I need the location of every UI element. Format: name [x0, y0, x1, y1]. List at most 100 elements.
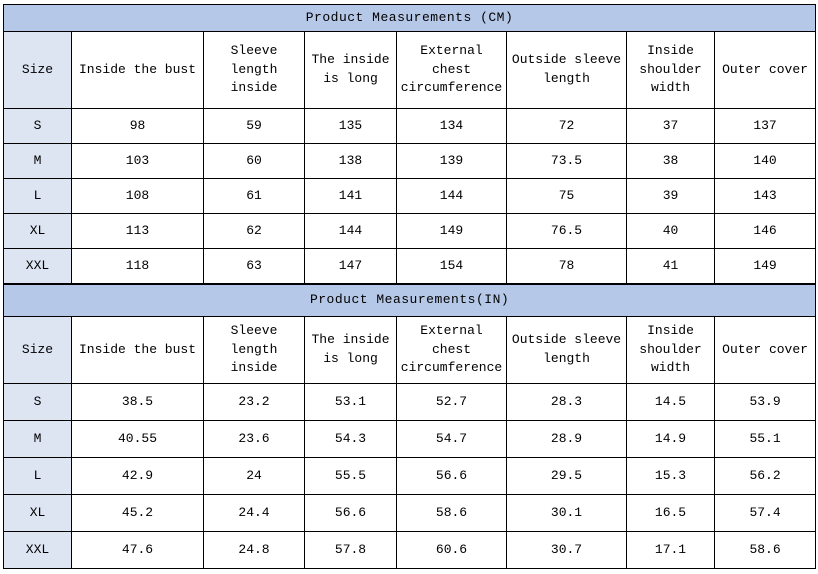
cell: 61: [203, 178, 305, 214]
table-row-xxl: XXL 47.6 24.8 57.8 60.6 30.7 17.1 58.6: [3, 531, 817, 569]
column-header-outer-cover: Outer cover: [713, 31, 817, 109]
cell: 72: [506, 108, 627, 144]
column-header-inside-bust: Inside the bust: [71, 31, 204, 109]
cell: 78: [506, 248, 627, 284]
cell: 54.7: [396, 420, 507, 458]
column-header-outer-cover: Outer cover: [713, 316, 817, 384]
cell: 45.2: [71, 494, 204, 532]
cell: 37: [626, 108, 715, 144]
table-title-in: Product Measurements(IN): [2, 284, 817, 317]
cell: 140: [713, 143, 817, 179]
cell: 14.5: [626, 383, 715, 421]
cell: 113: [71, 213, 204, 249]
cell: 147: [304, 248, 397, 284]
cell: 144: [304, 213, 397, 249]
column-header-size: Size: [3, 31, 72, 109]
cell: 98: [71, 108, 204, 144]
column-header-external-chest: External chest circumference: [396, 31, 507, 109]
column-header-row: Size Inside the bust Sleeve length insid…: [3, 31, 817, 109]
cell: 149: [396, 213, 507, 249]
size-label: S: [3, 383, 72, 421]
size-label: M: [3, 420, 72, 458]
column-header-inside-shoulder: Inside shoulder width: [626, 31, 715, 109]
column-header-inside-bust: Inside the bust: [71, 316, 204, 384]
table-row-xl: XL 113 62 144 149 76.5 40 146: [3, 213, 817, 249]
table-row-m: M 40.55 23.6 54.3 54.7 28.9 14.9 55.1: [3, 420, 817, 458]
size-label: XL: [3, 213, 72, 249]
size-label: XXL: [3, 531, 72, 569]
cell: 75: [506, 178, 627, 214]
cell: 57.4: [713, 494, 817, 532]
column-header-inside-shoulder: Inside shoulder width: [626, 316, 715, 384]
cell: 73.5: [506, 143, 627, 179]
cell: 42.9: [71, 457, 204, 495]
cell: 146: [713, 213, 817, 249]
cell: 76.5: [506, 213, 627, 249]
cell: 17.1: [626, 531, 715, 569]
cell: 53.1: [304, 383, 397, 421]
cell: 56.6: [304, 494, 397, 532]
cell: 138: [304, 143, 397, 179]
cell: 59: [203, 108, 305, 144]
cell: 135: [304, 108, 397, 144]
cell: 62: [203, 213, 305, 249]
size-label: L: [3, 457, 72, 495]
table-row-s: S 98 59 135 134 72 37 137: [3, 108, 817, 144]
cell: 57.8: [304, 531, 397, 569]
column-header-inside-is-long: The inside is long: [304, 31, 397, 109]
size-label: XXL: [3, 248, 72, 284]
table-row-m: M 103 60 138 139 73.5 38 140: [3, 143, 817, 179]
table-row-xl: XL 45.2 24.4 56.6 58.6 30.1 16.5 57.4: [3, 494, 817, 532]
measurements-table-in: Product Measurements(IN) Size Inside the…: [2, 284, 817, 569]
cell: 23.2: [203, 383, 305, 421]
cell: 55.5: [304, 457, 397, 495]
cell: 154: [396, 248, 507, 284]
table-title-row: Product Measurements(IN): [2, 284, 817, 317]
measurements-table-cm: Product Measurements (CM) Size Inside th…: [2, 4, 817, 284]
cell: 41: [626, 248, 715, 284]
column-header-outside-sleeve: Outside sleeve length: [506, 316, 627, 384]
column-header-sleeve-length-inside: Sleeve length inside: [203, 316, 305, 384]
table-row-l: L 108 61 141 144 75 39 143: [3, 178, 817, 214]
size-label: S: [3, 108, 72, 144]
cell: 39: [626, 178, 715, 214]
cell: 28.3: [506, 383, 627, 421]
size-label: XL: [3, 494, 72, 532]
cell: 63: [203, 248, 305, 284]
cell: 55.1: [713, 420, 817, 458]
table-row-xxl: XXL 118 63 147 154 78 41 149: [3, 248, 817, 284]
cell: 40.55: [71, 420, 204, 458]
cell: 47.6: [71, 531, 204, 569]
cell: 60: [203, 143, 305, 179]
table-title-row: Product Measurements (CM): [2, 4, 817, 32]
cell: 24.8: [203, 531, 305, 569]
cell: 30.7: [506, 531, 627, 569]
cell: 54.3: [304, 420, 397, 458]
cell: 141: [304, 178, 397, 214]
cell: 56.6: [396, 457, 507, 495]
column-header-external-chest: External chest circumference: [396, 316, 507, 384]
column-header-outside-sleeve: Outside sleeve length: [506, 31, 627, 109]
table-row-l: L 42.9 24 55.5 56.6 29.5 15.3 56.2: [3, 457, 817, 495]
cell: 103: [71, 143, 204, 179]
cell: 58.6: [396, 494, 507, 532]
cell: 58.6: [713, 531, 817, 569]
cell: 149: [713, 248, 817, 284]
column-header-sleeve-length-inside: Sleeve length inside: [203, 31, 305, 109]
cell: 15.3: [626, 457, 715, 495]
cell: 52.7: [396, 383, 507, 421]
size-label: L: [3, 178, 72, 214]
table-row-s: S 38.5 23.2 53.1 52.7 28.3 14.5 53.9: [3, 383, 817, 421]
cell: 134: [396, 108, 507, 144]
cell: 143: [713, 178, 817, 214]
cell: 23.6: [203, 420, 305, 458]
size-label: M: [3, 143, 72, 179]
cell: 108: [71, 178, 204, 214]
cell: 30.1: [506, 494, 627, 532]
cell: 14.9: [626, 420, 715, 458]
cell: 139: [396, 143, 507, 179]
cell: 16.5: [626, 494, 715, 532]
table-title-cm: Product Measurements (CM): [2, 4, 817, 32]
cell: 29.5: [506, 457, 627, 495]
cell: 137: [713, 108, 817, 144]
